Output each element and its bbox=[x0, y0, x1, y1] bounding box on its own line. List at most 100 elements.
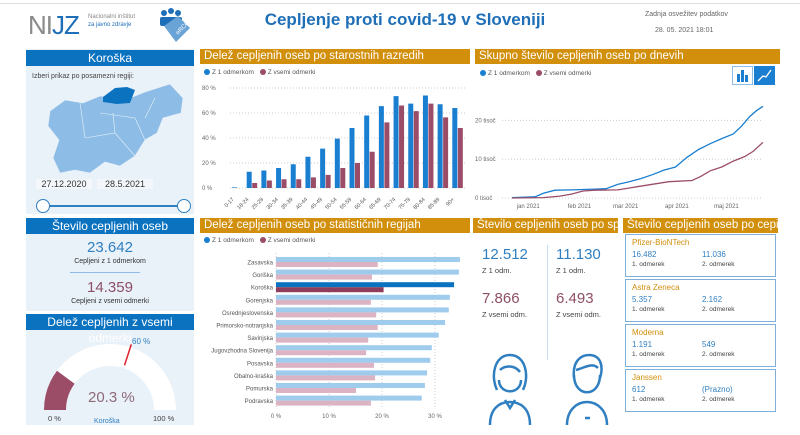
vaccine-dose1-label: 1. odmerek bbox=[632, 306, 665, 313]
bar-all-doses bbox=[325, 174, 331, 188]
bar-all-doses bbox=[413, 111, 419, 188]
vaccine-dose1-label: 1. odmerek bbox=[632, 396, 665, 403]
bar-first-dose bbox=[334, 138, 340, 188]
vaccine-dose1-value: 5.357 bbox=[632, 295, 653, 304]
vaccine-dose1-value: 612 bbox=[632, 385, 646, 394]
female-all-value: 7.866 bbox=[482, 290, 520, 307]
bar-all-doses bbox=[276, 400, 371, 406]
male-all-value: 6.493 bbox=[556, 290, 594, 307]
bar-first-dose bbox=[276, 395, 422, 401]
bar-all-doses bbox=[296, 179, 302, 188]
legend-all: Z vsemi odmerki bbox=[543, 70, 592, 77]
map-region-koroska[interactable] bbox=[103, 87, 135, 104]
bar-first-dose bbox=[393, 96, 399, 188]
legend-dot-all bbox=[259, 69, 266, 75]
gender-title: Število cepljenih oseb po spolu bbox=[473, 218, 635, 233]
nijz-logo: NIJZ bbox=[28, 10, 80, 40]
bar-first-dose bbox=[437, 104, 443, 188]
category-label: Koroška bbox=[251, 286, 274, 292]
bar-all-doses bbox=[266, 180, 272, 188]
y-tick-label: 0 tisoč bbox=[475, 196, 492, 202]
age-legend: Z 1 odmerkom Z vsemi odmerki bbox=[204, 69, 315, 76]
bar-all-doses bbox=[276, 362, 375, 368]
x-tick-label: 65-69 bbox=[368, 197, 382, 211]
x-tick-label: 70-74 bbox=[383, 197, 397, 211]
bar-all-doses bbox=[399, 105, 405, 188]
y-tick-label: 60 % bbox=[202, 111, 216, 117]
bar-all-doses bbox=[276, 274, 372, 280]
category-label: Primorsko-notranjska bbox=[216, 324, 273, 330]
bar-first-dose bbox=[378, 106, 384, 188]
vaccine-card: Pfizer-BioNTech 16.482 11.036 1. odmerek… bbox=[625, 234, 776, 277]
line-chart-icon bbox=[757, 69, 772, 82]
bar-all-doses bbox=[340, 168, 346, 188]
category-label: Gorenjska bbox=[246, 298, 274, 304]
category-label: Osrednjeslovenska bbox=[222, 311, 274, 317]
x-tick-label: 75-79 bbox=[398, 197, 412, 211]
daily-legend: Z 1 odmerkom Z vsemi odmerki bbox=[480, 70, 591, 77]
vaccine-card: Janssen 612 (Prazno) 1. odmerek 2. odmer… bbox=[625, 369, 776, 412]
line-view-button[interactable] bbox=[754, 66, 775, 85]
gauge-track bbox=[44, 344, 176, 410]
line-all-doses bbox=[511, 141, 764, 199]
bar-first-dose bbox=[276, 383, 425, 388]
erco-logo: eRCO bbox=[156, 8, 192, 44]
date-slider-handle-end[interactable] bbox=[177, 199, 191, 213]
slovenia-map[interactable] bbox=[45, 78, 185, 178]
vaccine-dose1-label: 1. odmerek bbox=[632, 261, 665, 268]
x-tick-label: 30 % bbox=[428, 414, 442, 420]
male-icon bbox=[565, 353, 609, 425]
bar-first-dose bbox=[246, 171, 252, 188]
x-tick-label: 80-84 bbox=[412, 197, 426, 211]
age-chart: 0 % 20 % 40 % 60 % 80 % 0-17 18-24 25-29 30-34 35… bbox=[202, 86, 465, 211]
gauge-title: Delež cepljenih z vsemi odmerki bbox=[26, 314, 194, 345]
refresh-label: Zadnja osvežitev podatkov bbox=[645, 11, 728, 18]
count-all-value: 14.359 bbox=[87, 279, 133, 296]
logo-subtitle-1: Nacionalni inštitut bbox=[88, 14, 136, 20]
region-legend: Z 1 odmerkom Z vsemi odmerki bbox=[204, 237, 315, 244]
bar-first-dose bbox=[276, 332, 439, 338]
date-from[interactable]: 27.12.2020 bbox=[36, 179, 92, 189]
legend-all: Z vsemi odmerki bbox=[267, 237, 316, 244]
gauge-target-label: 60 % bbox=[132, 337, 151, 346]
bar-first-dose bbox=[276, 282, 455, 288]
category-label: Podravska bbox=[245, 399, 274, 405]
gauge-target-marker bbox=[123, 344, 133, 366]
vaccine-name: Moderna bbox=[632, 328, 664, 337]
legend-dot-first bbox=[204, 237, 210, 243]
count-all-label: Cepljeni z vsemi odmerki bbox=[71, 298, 149, 305]
category-label: Jugovzhodna Slovenija bbox=[211, 349, 273, 355]
x-tick-label: 30-34 bbox=[266, 197, 280, 211]
bar-first-dose bbox=[422, 95, 428, 188]
date-to[interactable]: 28.5.2021 bbox=[97, 179, 153, 189]
bar-all-doses bbox=[276, 312, 377, 318]
vaccine-card: Astra Zeneca 5.357 2.162 1. odmerek 2. o… bbox=[625, 279, 776, 322]
bar-view-button[interactable] bbox=[732, 66, 753, 85]
category-label: Pomurska bbox=[246, 387, 274, 393]
vaccine-dose2-label: 2. odmerek bbox=[702, 396, 735, 403]
female-icon bbox=[488, 353, 532, 425]
legend-dot-all bbox=[259, 237, 266, 243]
x-tick-label: 50-54 bbox=[324, 197, 338, 211]
x-tick-label: apr 2021 bbox=[665, 204, 689, 210]
bar-all-doses bbox=[384, 122, 390, 188]
vaccine-title: Število cepljenih oseb po cepivu bbox=[623, 218, 791, 233]
region-title: Koroška bbox=[26, 50, 194, 66]
vaccine-dose2-value: 11.036 bbox=[702, 250, 726, 259]
daily-chart: 0 tisoč 10 tisoč 20 tisoč jan 2021 feb 2021 m… bbox=[475, 105, 764, 210]
region-chart-title: Delež cepljenih oseb po statističnih reg… bbox=[200, 218, 470, 233]
count-first-label: Cepljeni z 1 odmerkom bbox=[74, 258, 146, 265]
gauge-min-label: 0 % bbox=[48, 414, 61, 423]
category-label: Posavska bbox=[247, 361, 274, 367]
x-tick-label: 55-59 bbox=[339, 197, 353, 211]
date-slider-track[interactable] bbox=[44, 205, 184, 207]
x-tick-label: 85-89 bbox=[427, 197, 441, 211]
legend-dot-all bbox=[535, 70, 542, 76]
bar-all-doses bbox=[276, 350, 367, 356]
logo-subtitle-2: za javno zdravje bbox=[88, 22, 132, 28]
date-slider-handle-start[interactable] bbox=[36, 199, 50, 213]
gauge-value: 20.3 % bbox=[88, 389, 135, 406]
x-tick-label: 40-44 bbox=[295, 197, 309, 211]
x-tick-label: maj 2021 bbox=[714, 204, 739, 210]
y-tick-label: 0 % bbox=[202, 186, 213, 192]
